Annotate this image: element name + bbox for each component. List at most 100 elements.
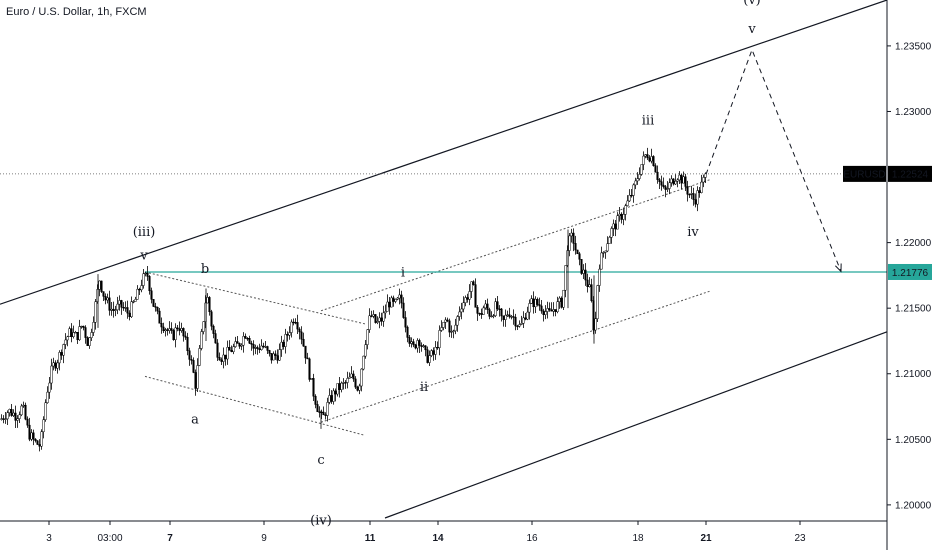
candle-body (216, 342, 219, 358)
channel-lines (0, 0, 888, 519)
candle-body (598, 268, 601, 286)
candle-body (506, 314, 509, 316)
candle-body (398, 294, 401, 299)
candle-body (206, 297, 209, 304)
candle-body (318, 411, 321, 413)
candle-body (174, 327, 177, 340)
candle-body (298, 328, 301, 333)
candle-body (228, 347, 231, 351)
candle-body (214, 333, 217, 344)
candle-body (332, 390, 335, 402)
candle-body (502, 315, 505, 320)
candle-body (704, 173, 707, 178)
candle-body (104, 296, 107, 301)
candle-body (536, 299, 539, 305)
candle-body (682, 176, 685, 184)
candle-body (406, 326, 409, 338)
candle-body (346, 378, 349, 383)
wave-label: c (317, 453, 324, 468)
candle-body (642, 155, 645, 165)
candle-body (278, 349, 281, 361)
candle-body (86, 337, 89, 346)
candle-body (46, 391, 49, 403)
candle-body (478, 313, 481, 315)
candle-body (590, 284, 593, 301)
candle-body (180, 328, 183, 331)
candle-body (80, 325, 83, 328)
candle-body (294, 322, 297, 324)
candle-body (578, 253, 581, 260)
dotted-trend-line (320, 179, 711, 312)
candle-body (662, 184, 665, 187)
candle-body (588, 284, 591, 287)
candle-body (654, 165, 657, 173)
price-tick-label: 1.20000 (895, 500, 932, 511)
candle-body (314, 395, 317, 405)
candle-body (36, 440, 39, 445)
candle-body (690, 193, 693, 195)
candle-body (112, 308, 115, 311)
candle-body (280, 341, 283, 350)
candle-body (504, 314, 507, 320)
candle-body (110, 308, 113, 311)
candle-body (92, 322, 95, 333)
candle-body (144, 272, 147, 275)
candle-body (430, 350, 433, 356)
candle-body (542, 310, 545, 315)
candle-body (492, 315, 495, 317)
candle-body (508, 314, 511, 318)
candle-body (12, 412, 15, 416)
candle-body (584, 269, 587, 281)
time-tick-label: 14 (432, 533, 444, 544)
candle-body (494, 301, 497, 316)
candle-body (450, 331, 453, 333)
candle-body (118, 300, 121, 305)
candle-body (574, 243, 577, 251)
wave-label: i (401, 266, 405, 281)
candle-body (24, 404, 27, 420)
chart-title: Euro / U.S. Dollar, 1h, FXCM (6, 6, 147, 18)
candle-body (388, 301, 391, 308)
candle-body (534, 299, 537, 308)
candle-body (356, 386, 359, 391)
price-tick-label: 1.21000 (895, 369, 932, 380)
candle-body (172, 330, 175, 340)
candle-body (580, 259, 583, 274)
candle-body (386, 301, 389, 312)
candle-body (164, 329, 167, 332)
candle-body (646, 154, 649, 159)
candle-body (686, 186, 689, 195)
time-tick-label: 9 (261, 533, 267, 544)
candle-body (540, 305, 543, 312)
price-tick-label: 1.22000 (895, 238, 932, 249)
candle-body (162, 326, 165, 332)
time-tick-label: 7 (167, 533, 173, 544)
candle-body (376, 321, 379, 323)
candle-body (400, 294, 403, 304)
candle-body (32, 432, 35, 440)
candle-body (336, 383, 339, 395)
time-tick-label: 23 (794, 533, 806, 544)
price-candles (0, 147, 707, 452)
candle-body (88, 337, 91, 346)
candle-body (48, 382, 51, 393)
candle-body (152, 299, 155, 307)
wave-label: iii (642, 114, 654, 129)
candle-body (532, 298, 535, 308)
candle-body (0, 418, 3, 420)
candle-body (640, 164, 643, 175)
candle-body (614, 223, 617, 230)
candle-body (226, 347, 229, 360)
candle-body (248, 338, 251, 344)
candle-body (486, 303, 489, 310)
candle-body (530, 298, 533, 304)
candle-body (52, 362, 55, 367)
time-tick-label: 11 (365, 533, 376, 544)
candle-body (116, 303, 119, 311)
candle-body (382, 312, 385, 322)
candle-body (140, 285, 143, 291)
candle-body (184, 335, 187, 338)
candle-body (434, 347, 437, 355)
candle-body (160, 322, 163, 328)
